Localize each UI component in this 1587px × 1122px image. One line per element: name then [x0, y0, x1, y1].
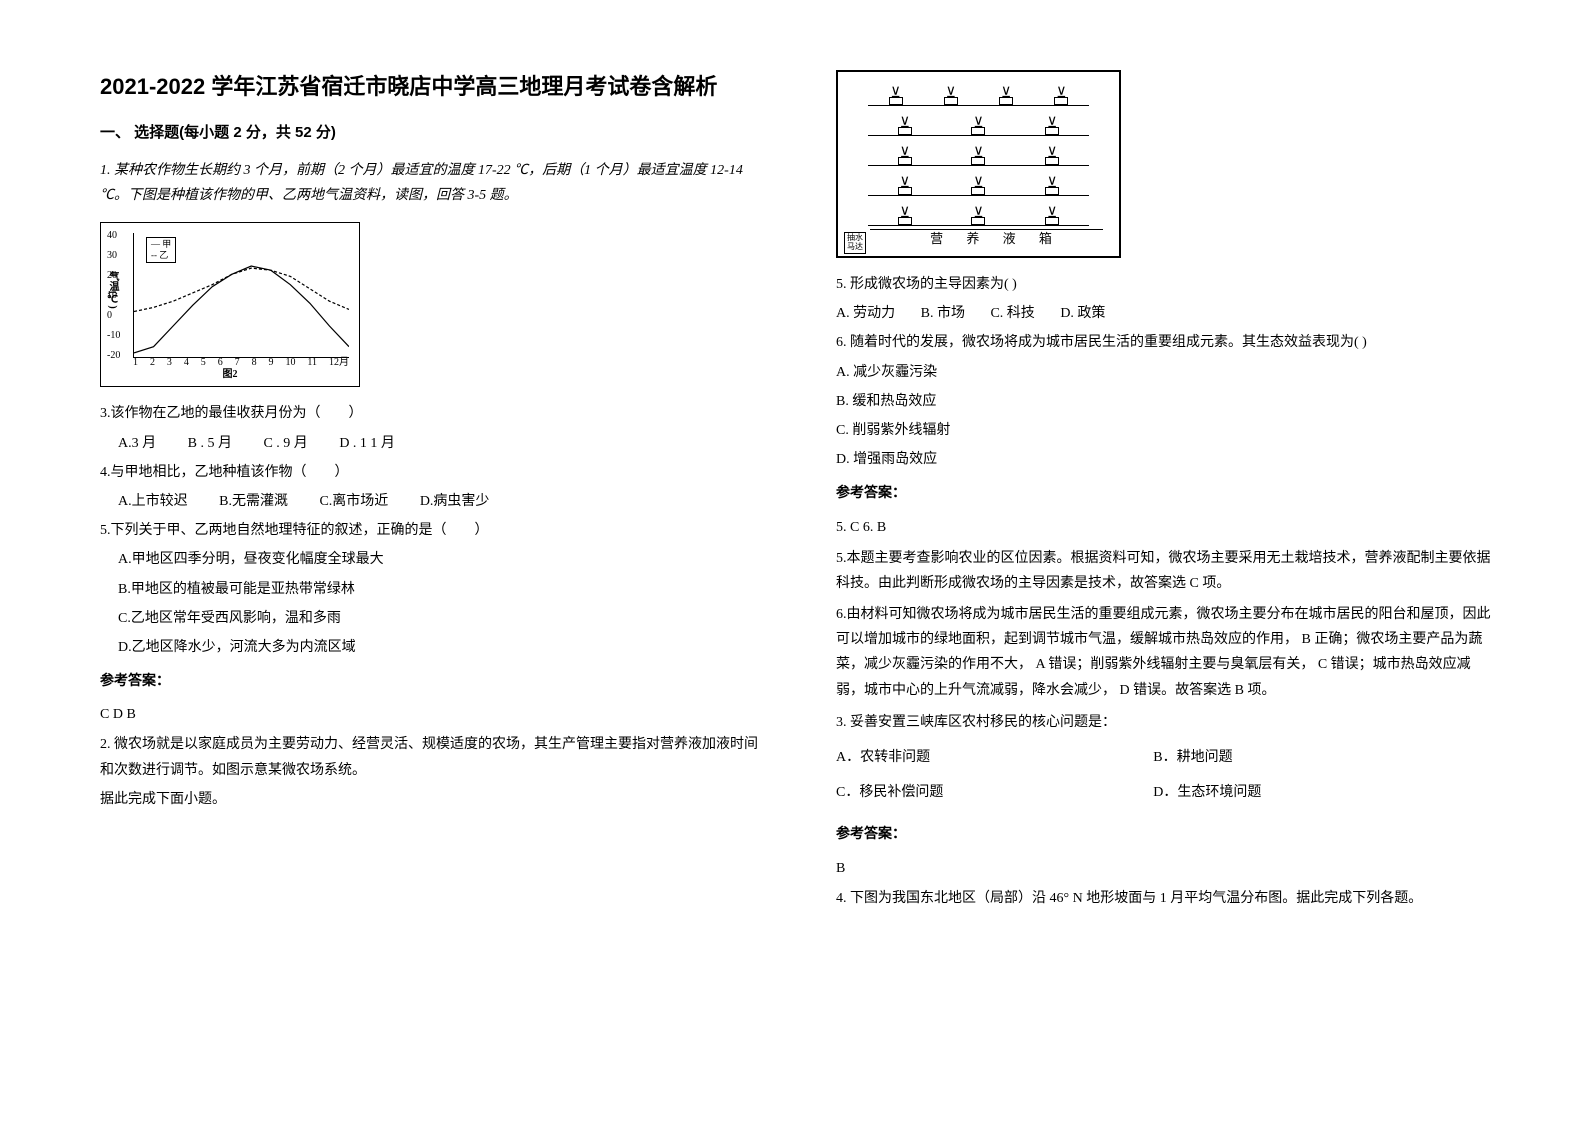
q6-text: 6. 随着时代的发展，微农场将成为城市居民生活的重要组成元素。其生态效益表现为(…	[836, 330, 1497, 355]
microfarm-diagram: 抽水马达 营 养 液 箱	[836, 70, 1121, 258]
exam-title: 2021-2022 学年江苏省宿迁市晓店中学高三地理月考试卷含解析	[100, 70, 761, 103]
tank-label: 营 养 液 箱	[903, 227, 1089, 250]
ytick: 0	[107, 309, 120, 329]
plant-icon	[940, 89, 962, 105]
legend-item: 甲	[162, 239, 171, 249]
plant-icon	[967, 119, 989, 135]
q5-text: 5.下列关于甲、乙两地自然地理特征的叙述，正确的是（ ）	[100, 518, 761, 543]
ytick: 20	[107, 269, 120, 289]
plant-icon	[894, 209, 916, 225]
option: C.离市场近	[319, 489, 388, 514]
q3-options: A.3 月 B . 5 月 C . 9 月 D . 1 1 月	[100, 431, 761, 456]
plant-icon	[1041, 149, 1063, 165]
option: B . 5 月	[188, 431, 232, 456]
plant-icon	[967, 149, 989, 165]
q2-stem-a: 2. 微农场就是以家庭成员为主要劳动力、经营灵活、规模适度的农场，其生产管理主要…	[100, 732, 761, 782]
shelf-row	[868, 106, 1089, 136]
q5r-text: 5. 形成微农场的主导因素为( )	[836, 272, 1497, 297]
q3r-text: 3. 妥善安置三峡库区农村移民的核心问题是：	[836, 710, 1497, 735]
plant-icon	[967, 209, 989, 225]
q4-text: 4.与甲地相比，乙地种植该作物（ ）	[100, 460, 761, 485]
q5r-options: A. 劳动力 B. 市场 C. 科技 D. 政策	[836, 301, 1497, 326]
q4r-text: 4. 下图为我国东北地区（局部）沿 46° N 地形坡面与 1 月平均气温分布图…	[836, 886, 1497, 911]
plant-icon	[1041, 119, 1063, 135]
ytick: -10	[107, 329, 120, 349]
chart-legend: — 甲 -- 乙	[146, 237, 176, 263]
explanation-5: 5.本题主要考查影响农业的区位因素。根据资料可知，微农场主要采用无土栽培技术，营…	[836, 546, 1497, 596]
answer-heading-1: 参考答案：	[100, 668, 761, 693]
option: D . 1 1 月	[339, 431, 395, 456]
option: C . 9 月	[263, 431, 307, 456]
option: D．生态环境问题	[1153, 780, 1470, 805]
option: A. 劳动力	[836, 306, 895, 321]
answer-3: B	[836, 856, 1497, 881]
option: B.无需灌溉	[219, 489, 288, 514]
q6-opt-c: C. 削弱紫外线辐射	[836, 418, 1497, 443]
pump-label: 抽水马达	[844, 232, 866, 254]
shelf-row	[868, 166, 1089, 196]
q6-opt-a: A. 减少灰霾污染	[836, 360, 1497, 385]
plant-icon	[1041, 179, 1063, 195]
option: D.病虫害少	[420, 489, 490, 514]
plant-icon	[967, 179, 989, 195]
shelf-row	[868, 136, 1089, 166]
option: C. 科技	[990, 306, 1034, 321]
temperature-chart: 气温(℃) 40 30 20 10 0 -10 -20 — 甲 -- 乙 1 2…	[100, 222, 360, 387]
option: B．耕地问题	[1153, 745, 1470, 770]
q5-opt-c: C.乙地区常年受西风影响，温和多雨	[100, 606, 761, 631]
explanation-6: 6.由材料可知微农场将成为城市居民生活的重要组成元素，微农场主要分布在城市居民的…	[836, 602, 1497, 703]
plant-icon	[894, 179, 916, 195]
q6-opt-d: D. 增强雨岛效应	[836, 447, 1497, 472]
q3-text: 3.该作物在乙地的最佳收获月份为（ ）	[100, 401, 761, 426]
right-column: 抽水马达 营 养 液 箱 5. 形成微农场的主导因素为( ) A. 劳动力 B.…	[836, 70, 1497, 1092]
ytick: 10	[107, 289, 120, 309]
option: A.上市较迟	[118, 489, 188, 514]
plant-icon	[995, 89, 1017, 105]
left-column: 2021-2022 学年江苏省宿迁市晓店中学高三地理月考试卷含解析 一、 选择题…	[100, 70, 761, 1092]
chart-y-ticks: 40 30 20 10 0 -10 -20	[107, 229, 120, 369]
plant-icon	[894, 119, 916, 135]
option: A．农转非问题	[836, 745, 1153, 770]
option: D. 政策	[1060, 306, 1105, 321]
q3r-options-2: C．移民补偿问题 D．生态环境问题	[836, 780, 1497, 805]
answer-heading-3: 参考答案：	[836, 821, 1497, 846]
shelf-row	[868, 76, 1089, 106]
q5-opt-a: A.甲地区四季分明，昼夜变化幅度全球最大	[100, 547, 761, 572]
shelf-row	[868, 196, 1089, 226]
q2-stem-b: 据此完成下面小题。	[100, 787, 761, 812]
option: C．移民补偿问题	[836, 780, 1153, 805]
ytick: 40	[107, 229, 120, 249]
q5-opt-d: D.乙地区降水少，河流大多为内流区域	[100, 635, 761, 660]
option: A.3 月	[118, 431, 156, 456]
q4-options: A.上市较迟 B.无需灌溉 C.离市场近 D.病虫害少	[100, 489, 761, 514]
plant-icon	[894, 149, 916, 165]
answer-1: C D B	[100, 702, 761, 727]
q1-stem: 1. 某种农作物生长期约 3 个月，前期（2 个月）最适宜的温度 17-22 ℃…	[100, 158, 761, 208]
q6-opt-b: B. 缓和热岛效应	[836, 389, 1497, 414]
section-1-heading: 一、 选择题(每小题 2 分，共 52 分)	[100, 119, 761, 146]
ytick: 30	[107, 249, 120, 269]
legend-item: 乙	[159, 250, 168, 260]
plant-icon	[1050, 89, 1072, 105]
plant-icon	[885, 89, 907, 105]
plant-icon	[1041, 209, 1063, 225]
answer-2: 5. C 6. B	[836, 515, 1497, 540]
chart-caption: 图2	[101, 366, 359, 384]
q3r-options: A．农转非问题 B．耕地问题	[836, 745, 1497, 770]
option: B. 市场	[921, 306, 965, 321]
q5-opt-b: B.甲地区的植被最可能是亚热带常绿林	[100, 577, 761, 602]
answer-heading-2: 参考答案：	[836, 480, 1497, 505]
